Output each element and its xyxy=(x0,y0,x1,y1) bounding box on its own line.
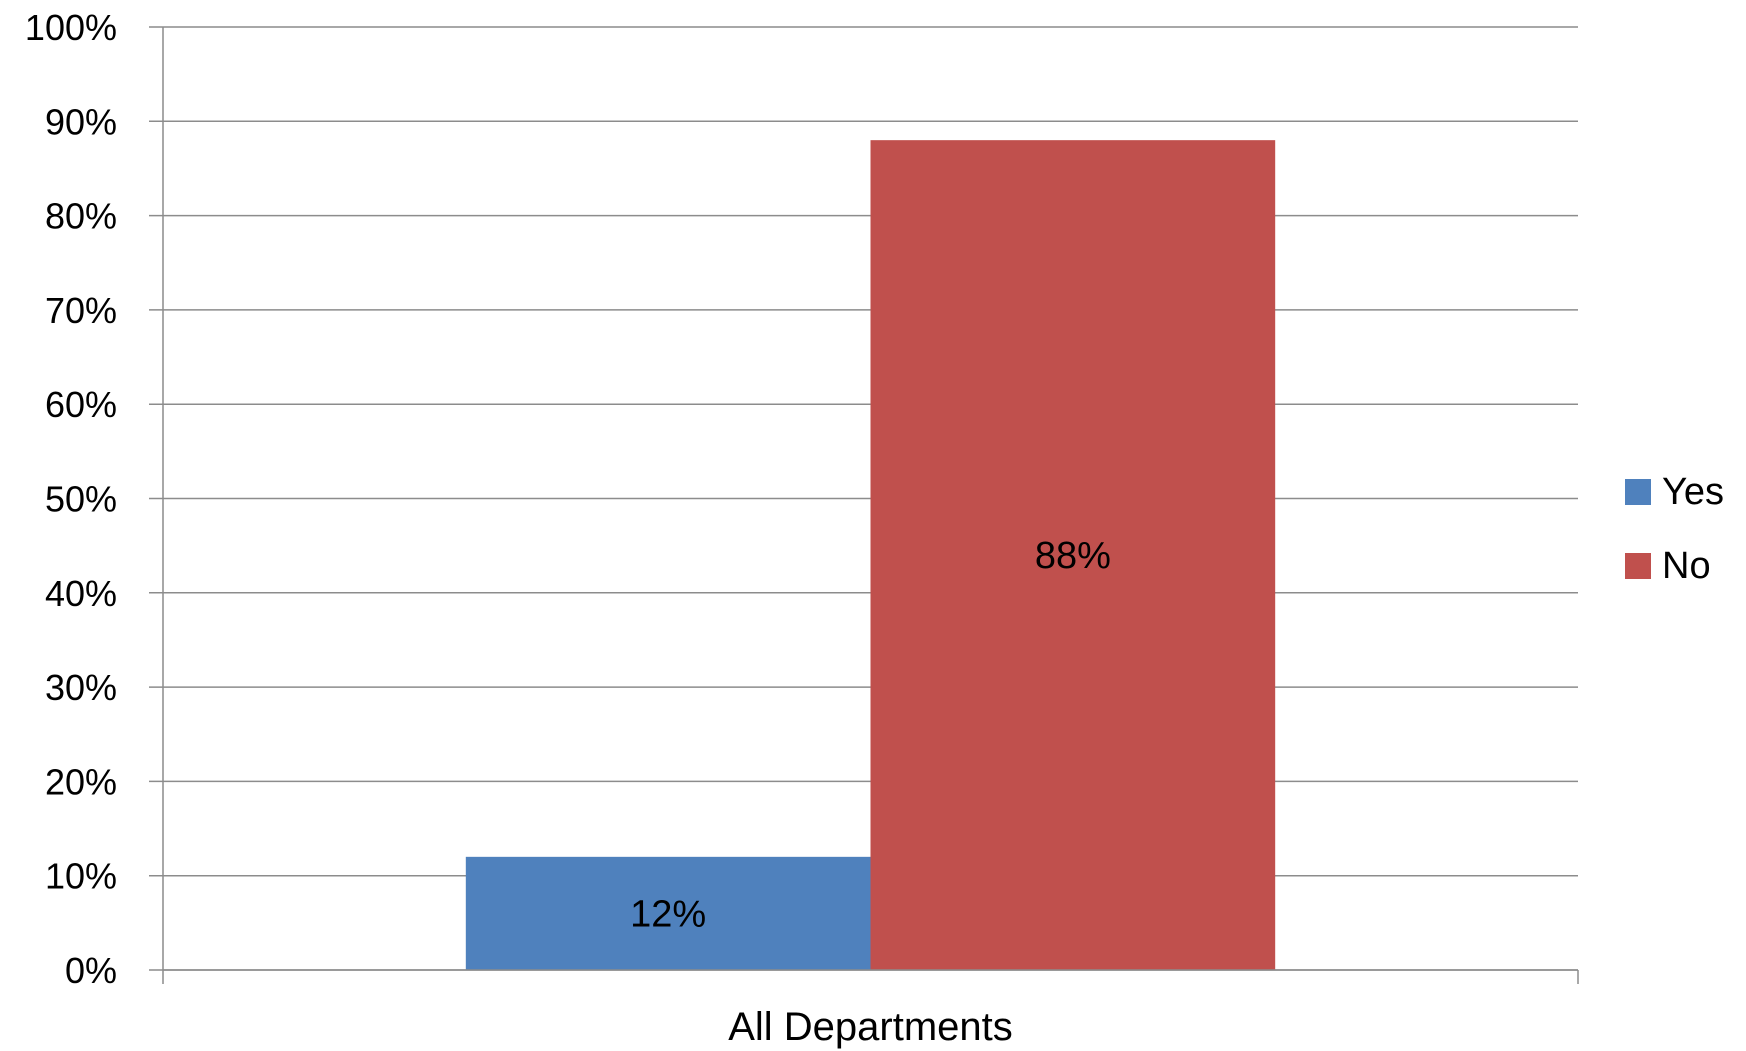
bars xyxy=(465,140,1276,970)
legend-label-yes: Yes xyxy=(1662,471,1724,513)
y-tick-label: 30% xyxy=(45,667,117,708)
data-label-no: 88% xyxy=(1035,535,1111,577)
y-tick-label: 60% xyxy=(45,384,117,425)
bar-yes xyxy=(465,856,871,970)
y-tick-label: 50% xyxy=(45,479,117,520)
y-tick-label: 100% xyxy=(25,7,117,48)
y-tick-label: 0% xyxy=(65,950,117,991)
y-tick-label: 40% xyxy=(45,573,117,614)
gridlines xyxy=(149,26,1578,971)
data-label-yes: 12% xyxy=(630,893,706,935)
y-tick-label: 70% xyxy=(45,290,117,331)
data-labels: 12% 88% xyxy=(630,535,1111,935)
bar-no xyxy=(870,140,1276,970)
y-tick-label: 80% xyxy=(45,196,117,237)
y-tick-label: 90% xyxy=(45,101,117,142)
y-tick-label: 20% xyxy=(45,761,117,802)
y-axis-ticks: 0% 10% 20% 30% 40% 50% 60% 70% 80% 90% 100% xyxy=(25,7,117,991)
x-category-label: All Departments xyxy=(728,1005,1013,1049)
legend-swatch-no xyxy=(1625,553,1651,579)
axes xyxy=(162,27,1579,984)
x-axis-labels: All Departments xyxy=(728,1005,1013,1049)
legend: Yes No xyxy=(1625,471,1724,587)
legend-label-no: No xyxy=(1662,545,1711,587)
y-tick-label: 10% xyxy=(45,856,117,897)
legend-swatch-yes xyxy=(1625,479,1651,505)
